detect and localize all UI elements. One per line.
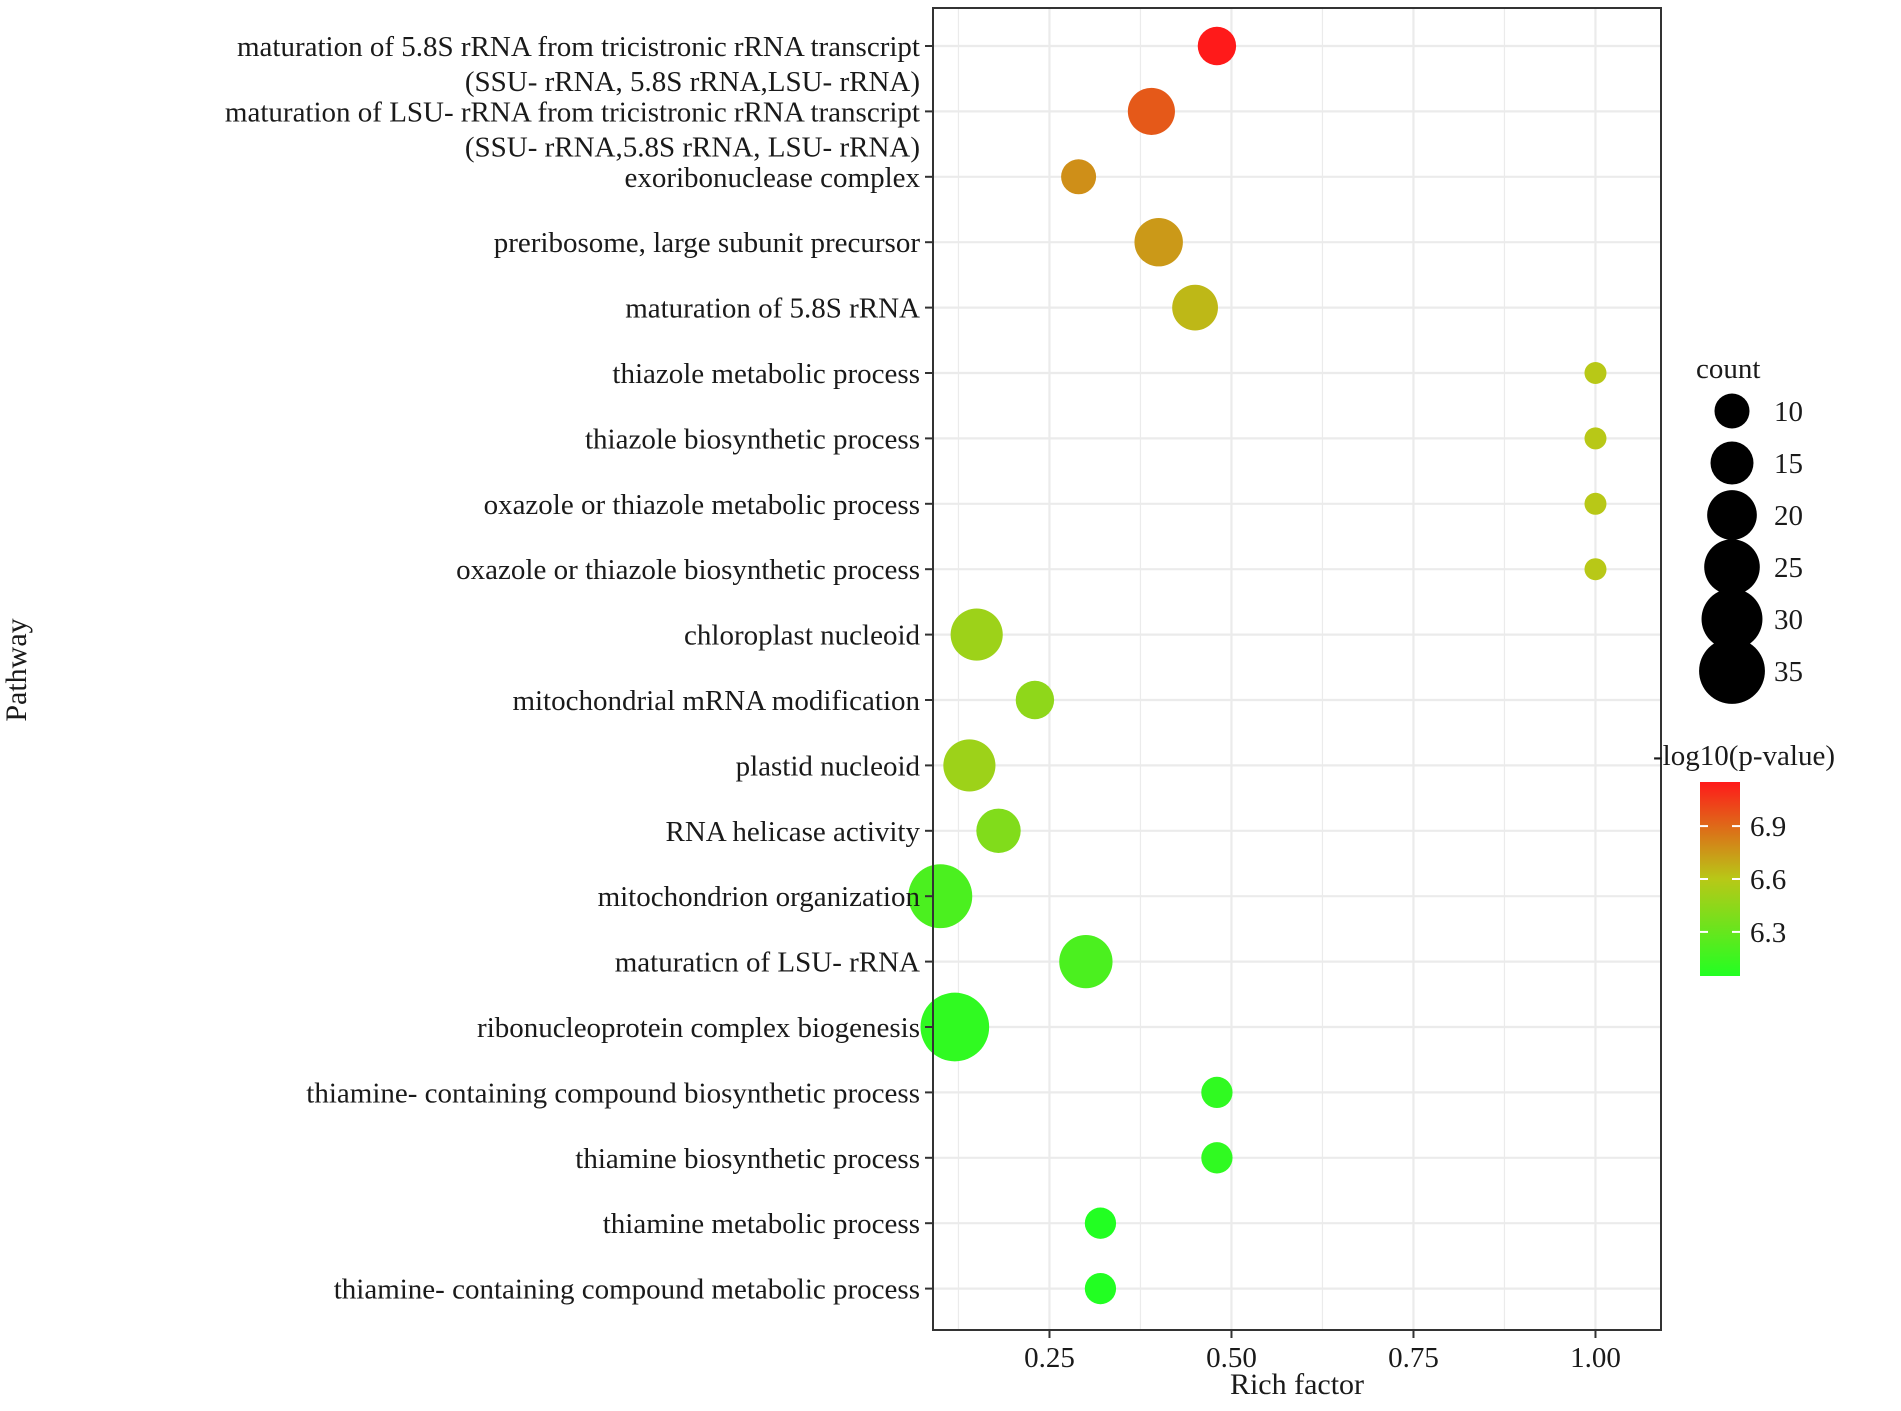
y-tick-label: thiazole metabolic process <box>612 358 920 390</box>
y-tick-label-line: maturation of 5.8S rRNA <box>625 293 920 325</box>
y-tick-label-line: exoribonuclease complex <box>624 162 920 194</box>
y-tick-label: maturaticn of LSU- rRNA <box>615 947 920 979</box>
data-point <box>1201 1076 1233 1109</box>
grid-lines <box>933 8 1661 1330</box>
size-legend-key <box>1710 441 1754 485</box>
data-point <box>1127 87 1175 135</box>
y-tick-label: maturation of 5.8S rRNA <box>625 293 920 325</box>
x-tick-label: 0.25 <box>1024 1342 1075 1374</box>
size-legend-key <box>1699 638 1765 704</box>
y-tick-label: ribonucleoprotein complex biogenesis <box>477 1012 920 1044</box>
color-legend-label: 6.6 <box>1750 864 1786 896</box>
data-point <box>1584 427 1607 450</box>
data-point <box>1134 217 1183 267</box>
data-point <box>920 992 990 1062</box>
y-tick-label: mitochondrial mRNA modification <box>512 685 920 717</box>
y-tick-label: maturation of LSU- rRNA from tricistroni… <box>225 96 920 163</box>
size-legend-label: 30 <box>1774 604 1803 636</box>
y-axis-title: Pathway <box>0 618 33 721</box>
y-tick-label-line: thiamine metabolic process <box>603 1208 920 1240</box>
y-tick-label-line: chloroplast nucleoid <box>684 620 920 652</box>
y-tick-label: chloroplast nucleoid <box>684 620 920 652</box>
data-point <box>1584 558 1607 581</box>
data-point <box>1059 934 1113 989</box>
y-tick-label: thiamine biosynthetic process <box>575 1143 920 1175</box>
size-legend-label: 25 <box>1774 552 1803 584</box>
color-legend-label: 6.3 <box>1750 917 1786 949</box>
y-tick-label-line: mitochondrial mRNA modification <box>512 685 920 717</box>
y-tick-label: thiamine- containing compound biosynthet… <box>306 1077 920 1109</box>
y-tick-label: oxazole or thiazole biosynthetic process <box>456 554 920 586</box>
y-tick-label: thiazole biosynthetic process <box>585 423 920 455</box>
y-tick-label-line: ribonucleoprotein complex biogenesis <box>477 1012 920 1044</box>
y-tick-label: RNA helicase activity <box>666 816 921 848</box>
size-legend-key <box>1714 393 1750 429</box>
pvalue-color-legend: -log10(p-value) 6.9 6.6 6.3 <box>1653 740 1835 976</box>
size-legend-key <box>1704 539 1760 595</box>
size-legend-title: count <box>1696 353 1760 385</box>
y-axis: maturation of 5.8S rRNA from tricistroni… <box>225 31 933 1306</box>
y-tick-label-line: maturation of LSU- rRNA from tricistroni… <box>225 96 920 128</box>
y-tick-label-line: thiazole biosynthetic process <box>585 423 920 455</box>
y-tick-label: thiamine- containing compound metabolic … <box>334 1274 920 1306</box>
x-tick-label: 0.75 <box>1388 1342 1439 1374</box>
data-point <box>1584 362 1607 384</box>
y-tick-label: thiamine metabolic process <box>603 1208 920 1240</box>
y-tick-label-line: oxazole or thiazole metabolic process <box>484 489 920 521</box>
y-tick-label: mitochondrion organization <box>598 881 921 913</box>
y-tick-label-line: maturation of 5.8S rRNA from tricistroni… <box>237 31 920 63</box>
y-tick-label: preribosome, large subunit precursor <box>494 227 921 259</box>
size-legend-key <box>1701 588 1763 650</box>
size-legend-key <box>1707 490 1757 540</box>
y-tick-label-line: thiamine- containing compound metabolic … <box>334 1274 920 1306</box>
y-tick-label-line: mitochondrion organization <box>598 881 921 913</box>
x-axis-title: Rich factor <box>1230 1368 1364 1401</box>
data-point <box>1197 26 1237 66</box>
y-tick-label-line: thiazole metabolic process <box>612 358 920 390</box>
y-tick-label-line: oxazole or thiazole biosynthetic process <box>456 554 920 586</box>
y-tick-label-line: plastid nucleoid <box>736 750 921 782</box>
data-point <box>1084 1272 1117 1305</box>
x-tick-label: 0.50 <box>1206 1342 1257 1374</box>
y-tick-label: exoribonuclease complex <box>624 162 920 194</box>
x-tick-label: 1.00 <box>1570 1342 1621 1374</box>
y-tick-label: maturation of 5.8S rRNA from tricistroni… <box>237 31 920 98</box>
color-legend-title: -log10(p-value) <box>1653 740 1835 772</box>
size-legend-label: 15 <box>1774 448 1803 480</box>
y-tick-label-line: (SSU- rRNA, 5.8S rRNA,LSU- rRNA) <box>465 66 920 98</box>
data-point <box>976 808 1021 853</box>
y-tick-label: oxazole or thiazole metabolic process <box>484 489 920 521</box>
data-points <box>908 26 1607 1305</box>
data-point <box>950 608 1003 661</box>
size-legend-label: 35 <box>1774 656 1803 688</box>
data-point <box>1061 159 1097 195</box>
data-point <box>1201 1142 1233 1174</box>
data-point <box>1084 1207 1117 1239</box>
data-point <box>1584 492 1607 515</box>
y-tick-label: plastid nucleoid <box>736 750 921 782</box>
size-legend-label: 10 <box>1774 396 1803 428</box>
data-point <box>943 739 996 792</box>
y-tick-label-line: preribosome, large subunit precursor <box>494 227 921 259</box>
plot-panel-border <box>932 7 1662 1331</box>
y-tick-label-line: thiamine- containing compound biosynthet… <box>306 1077 920 1109</box>
y-tick-label-line: maturaticn of LSU- rRNA <box>615 947 920 979</box>
y-tick-label-line: RNA helicase activity <box>666 816 921 848</box>
y-tick-label-line: thiamine biosynthetic process <box>575 1143 920 1175</box>
size-legend-label: 20 <box>1774 500 1803 532</box>
data-point <box>1172 284 1218 331</box>
x-axis: 0.25 0.50 0.75 1.00 <box>1024 1330 1621 1374</box>
data-point <box>1015 680 1055 720</box>
y-tick-label-line: (SSU- rRNA,5.8S rRNA, LSU- rRNA) <box>465 131 920 163</box>
count-size-legend: count 10 15 20 25 30 35 <box>1696 353 1803 704</box>
color-legend-label: 6.9 <box>1750 811 1786 843</box>
data-point <box>908 864 973 929</box>
